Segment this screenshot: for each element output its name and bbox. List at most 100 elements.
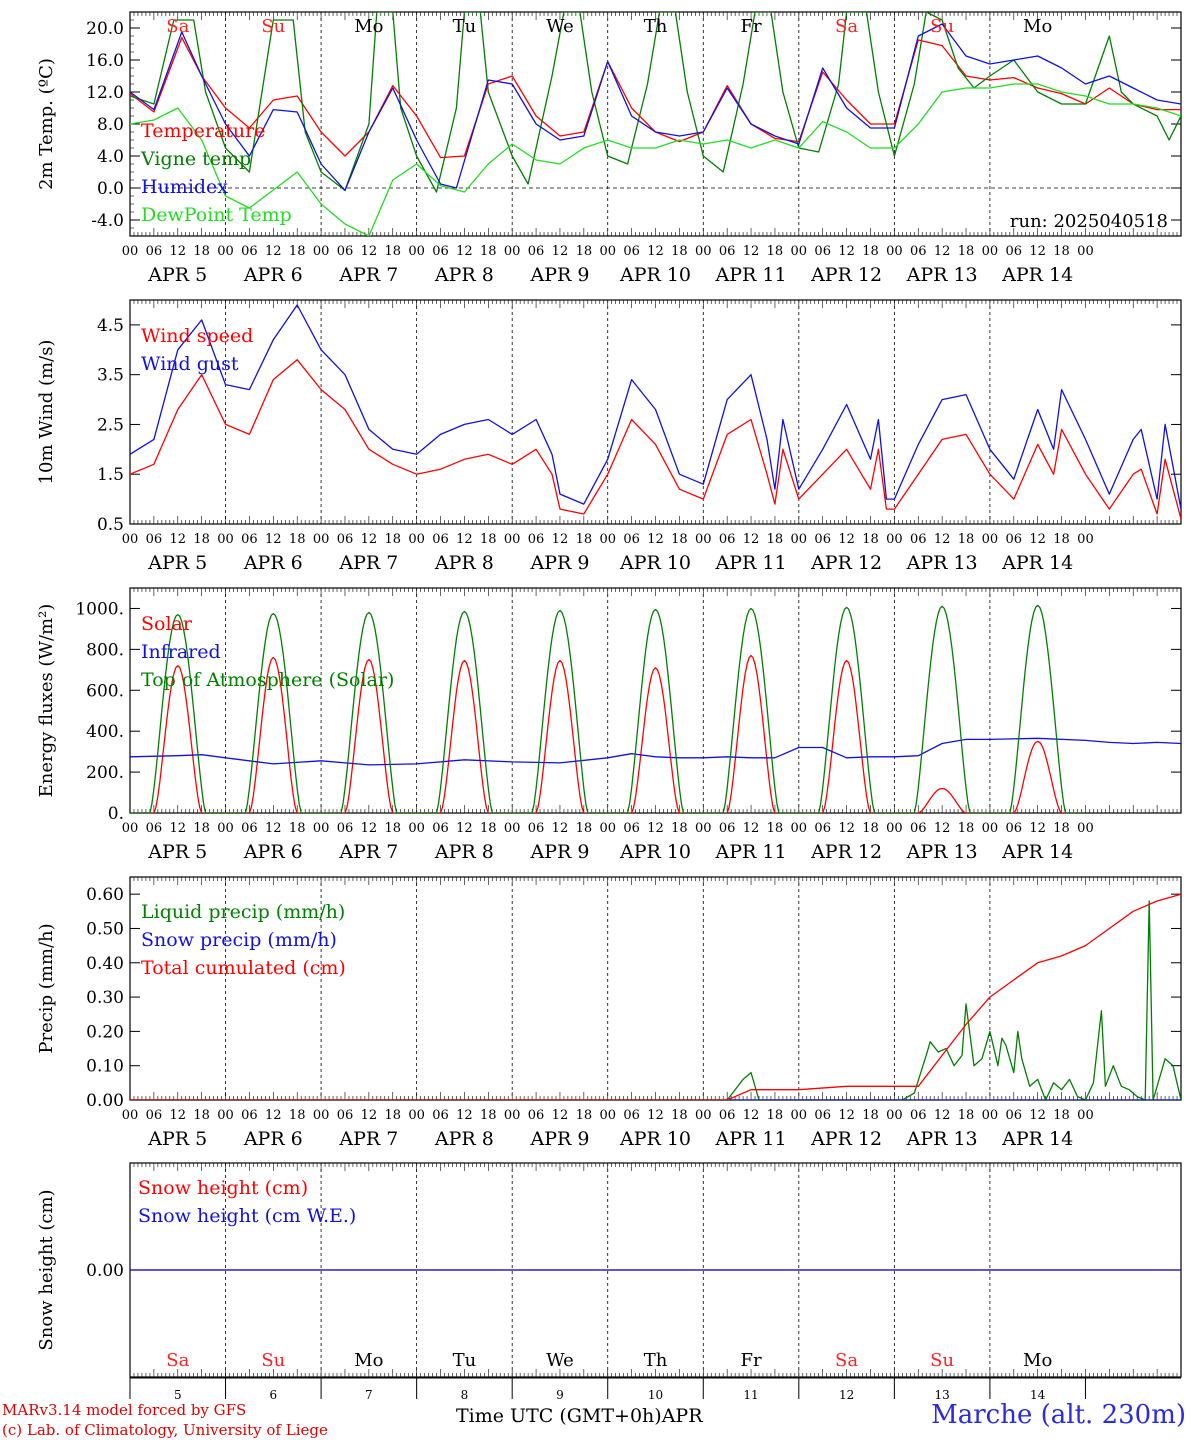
date-label: APR 13 bbox=[906, 552, 978, 574]
weekday-label: Su bbox=[261, 16, 285, 37]
date-label: APR 12 bbox=[810, 264, 882, 286]
hour-label: 18 bbox=[384, 532, 401, 547]
hour-label: 00 bbox=[504, 1108, 521, 1123]
month-label: APR bbox=[661, 1405, 703, 1427]
hour-label: 12 bbox=[1029, 821, 1046, 836]
hour-label: 00 bbox=[408, 821, 425, 836]
date-label: APR 8 bbox=[434, 1128, 494, 1150]
hour-label: 18 bbox=[671, 1108, 688, 1123]
weekday-label: We bbox=[546, 1350, 574, 1371]
date-label: APR 7 bbox=[338, 1128, 398, 1150]
hour-label: 18 bbox=[767, 244, 784, 259]
date-label: APR 8 bbox=[434, 264, 494, 286]
day-number: 5 bbox=[174, 1388, 182, 1402]
hour-label: 00 bbox=[408, 532, 425, 547]
hour-label: 12 bbox=[552, 532, 569, 547]
hour-label: 06 bbox=[719, 1108, 736, 1123]
series-group bbox=[130, 12, 1181, 236]
date-label: APR 6 bbox=[243, 264, 303, 286]
hour-label: 18 bbox=[862, 821, 879, 836]
hour-label: 06 bbox=[814, 1108, 831, 1123]
hour-label: 12 bbox=[265, 244, 282, 259]
date-label: APR 9 bbox=[529, 264, 589, 286]
hour-label: 12 bbox=[456, 532, 473, 547]
weekday-label: Tu bbox=[453, 1350, 477, 1371]
hour-label: 12 bbox=[838, 532, 855, 547]
weekday-label: Th bbox=[644, 16, 668, 37]
hour-label: 00 bbox=[1077, 244, 1094, 259]
hour-label: 06 bbox=[432, 532, 449, 547]
hour-label: 00 bbox=[122, 532, 139, 547]
legend-entry: Wind speed bbox=[141, 325, 253, 347]
hour-label: 18 bbox=[767, 532, 784, 547]
hour-label: 18 bbox=[862, 244, 879, 259]
legend-entry: Wind gust bbox=[141, 353, 239, 375]
hour-label: 00 bbox=[599, 244, 616, 259]
hour-label: 06 bbox=[241, 821, 258, 836]
y-tick-label: -4.0 bbox=[91, 211, 124, 231]
hour-label: 00 bbox=[313, 1108, 330, 1123]
hour-label: 12 bbox=[934, 1108, 951, 1123]
hour-label: 12 bbox=[1029, 244, 1046, 259]
hour-label: 06 bbox=[337, 1108, 354, 1123]
series-wind-gust bbox=[130, 304, 1181, 510]
date-label: APR 9 bbox=[529, 552, 589, 574]
hour-label: 06 bbox=[719, 821, 736, 836]
date-label: APR 14 bbox=[1001, 264, 1073, 286]
x-axis-title: Time UTC (GMT+0h)APR bbox=[456, 1405, 703, 1427]
series-dewpoint-temp bbox=[130, 83, 1181, 236]
hour-label: 06 bbox=[623, 1108, 640, 1123]
hour-label: 12 bbox=[169, 1108, 186, 1123]
hour-label: 00 bbox=[599, 1108, 616, 1123]
weekday-label: Su bbox=[930, 16, 954, 37]
hour-label: 00 bbox=[1077, 821, 1094, 836]
date-label: APR 13 bbox=[906, 1128, 978, 1150]
hour-label: 00 bbox=[122, 821, 139, 836]
y-tick-label: 0.5 bbox=[97, 515, 124, 535]
y-axis-label: 10m Wind (m/s) bbox=[36, 340, 57, 485]
panel-frame bbox=[129, 11, 1182, 237]
hour-label: 06 bbox=[623, 821, 640, 836]
hour-label: 18 bbox=[576, 532, 593, 547]
weekday-label: We bbox=[546, 16, 574, 37]
weekday-label: Sa bbox=[835, 16, 858, 37]
hour-label: 00 bbox=[599, 821, 616, 836]
hour-label: 06 bbox=[241, 244, 258, 259]
hour-label: 12 bbox=[169, 821, 186, 836]
y-tick-label: 20.0 bbox=[86, 19, 124, 39]
series-liquid-precip-mm-h- bbox=[130, 900, 1181, 1100]
hour-label: 18 bbox=[1053, 1108, 1070, 1123]
hour-label: 18 bbox=[958, 532, 975, 547]
y-axis-label: 2m Temp. (ºC) bbox=[36, 58, 57, 190]
hour-label: 00 bbox=[217, 244, 234, 259]
y-tick-label: 0.00 bbox=[86, 1091, 124, 1111]
series-total-cumulated-cm- bbox=[130, 893, 1181, 1100]
date-label: APR 5 bbox=[147, 552, 207, 574]
y-tick-label: 2.5 bbox=[97, 415, 124, 435]
day-number: 12 bbox=[839, 1388, 854, 1402]
hour-label: 00 bbox=[886, 1108, 903, 1123]
hour-label: 06 bbox=[432, 1108, 449, 1123]
date-label: APR 5 bbox=[147, 1128, 207, 1150]
hour-label: 12 bbox=[456, 1108, 473, 1123]
hour-label: 12 bbox=[456, 244, 473, 259]
y-tick-label: 12.0 bbox=[86, 83, 124, 103]
hour-label: 18 bbox=[480, 532, 497, 547]
series-group bbox=[130, 604, 1181, 813]
hour-label: 18 bbox=[193, 1108, 210, 1123]
hour-label: 00 bbox=[886, 244, 903, 259]
day-number: 10 bbox=[648, 1388, 663, 1402]
hour-label: 12 bbox=[1029, 532, 1046, 547]
hour-label: 06 bbox=[623, 532, 640, 547]
series-wind-speed bbox=[130, 359, 1181, 520]
hour-label: 00 bbox=[217, 1108, 234, 1123]
hour-label: 12 bbox=[361, 532, 378, 547]
hour-label: 06 bbox=[337, 244, 354, 259]
date-label: APR 11 bbox=[715, 552, 787, 574]
legend-entry: Snow height (cm) bbox=[138, 1177, 308, 1199]
day-number: 9 bbox=[556, 1388, 564, 1402]
date-label: APR 13 bbox=[906, 841, 978, 863]
panel-1: -4.0 0.0 4.0 8.0 12.0 16.0 20.0 2m Temp. (ºC) Te… bbox=[36, 11, 1182, 286]
hour-label: 00 bbox=[791, 821, 808, 836]
hour-label: 18 bbox=[576, 1108, 593, 1123]
